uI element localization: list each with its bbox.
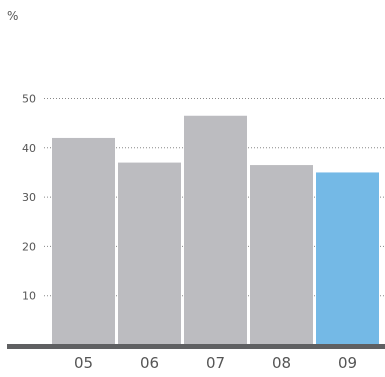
bar-05 (52, 137, 115, 345)
x-tick-label-06: 06 (140, 354, 159, 372)
y-tick-label-20: 20 (22, 240, 36, 253)
y-tick-label-50: 50 (22, 93, 36, 106)
x-axis-baseline (7, 344, 385, 349)
x-tick-label-07: 07 (206, 354, 225, 372)
bar-06 (118, 162, 181, 345)
bar-09 (316, 172, 379, 345)
bar-layer (52, 115, 379, 345)
bar-07 (184, 115, 247, 345)
x-tick-label-08: 08 (272, 354, 291, 372)
y-tick-label-40: 40 (22, 142, 36, 155)
x-tick-label-09: 09 (338, 354, 357, 372)
y-tick-label-30: 30 (22, 191, 36, 204)
y-unit-label: % (7, 9, 19, 23)
y-tick-label-10: 10 (22, 290, 36, 303)
label-layer: 10 20 30 40 50 05 06 07 08 09 (22, 93, 357, 373)
x-tick-label-05: 05 (74, 354, 93, 372)
axis-layer (7, 344, 385, 349)
bar-08 (250, 165, 313, 345)
